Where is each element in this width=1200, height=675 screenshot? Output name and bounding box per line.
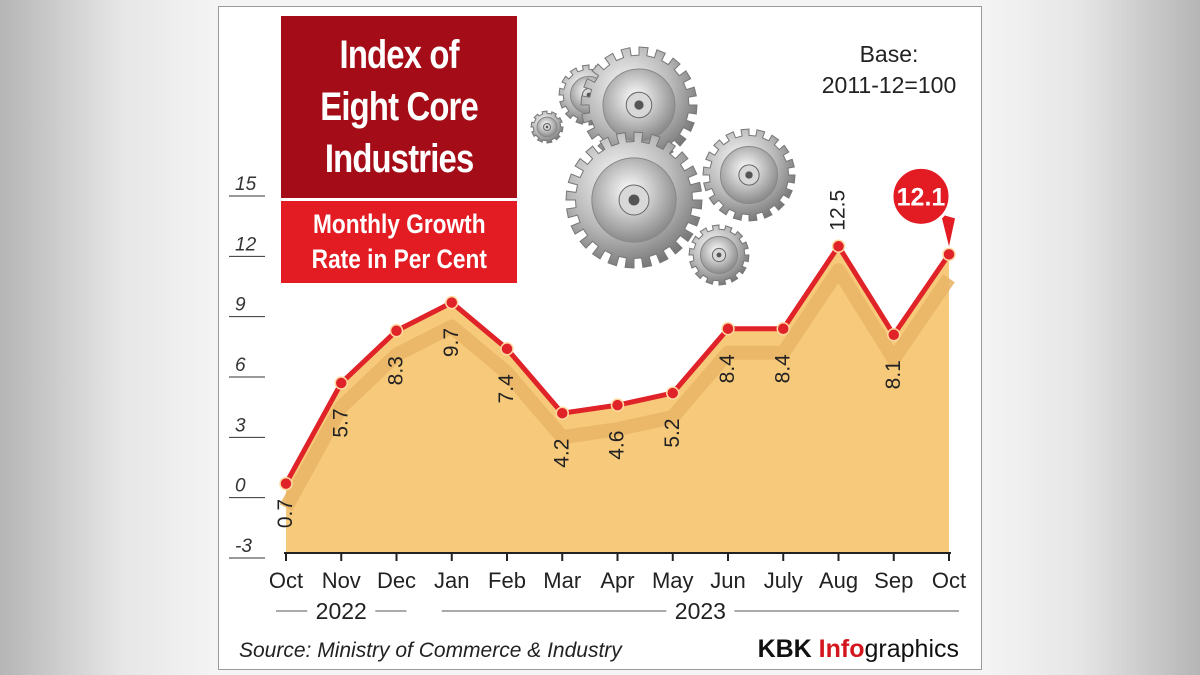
x-tick-label: Mar [543, 568, 581, 593]
gears-icon [530, 46, 796, 286]
gear-shape [688, 224, 750, 286]
source-note: Source: Ministry of Commerce & Industry [239, 639, 622, 662]
data-label: 4.6 [606, 431, 629, 460]
y-tick-label: 12 [235, 234, 257, 255]
y-tick-label: -3 [235, 536, 252, 557]
x-tick-label: Jan [434, 568, 469, 593]
gear-shape [530, 110, 564, 144]
data-label: 5.7 [329, 408, 352, 437]
growth-chart: 0.7 5.7 8.3 9.7 7.4 4.2 4.6 5.2 8.4 8.4 12.5 8.1 12.… [229, 165, 966, 624]
subtitle-box: Monthly Growth Rate in Per Cent [281, 201, 517, 283]
gear-shape [702, 128, 796, 222]
data-point [887, 328, 901, 342]
data-label: 12.5 [827, 190, 850, 231]
credit-rest: graphics [864, 635, 960, 663]
data-label: 7.4 [495, 374, 518, 404]
base-note: Base: 2011-12=100 [821, 41, 957, 98]
data-label: 4.2 [550, 439, 573, 468]
data-point [776, 321, 790, 336]
data-point [555, 406, 569, 420]
x-tick-label: Apr [600, 568, 634, 593]
data-label: 0.7 [274, 499, 297, 528]
x-tick-label: Aug [819, 568, 858, 593]
gear-shape [565, 131, 703, 269]
data-point [279, 476, 293, 491]
data-label: 8.3 [385, 356, 408, 385]
chart-subtitle: Monthly Growth Rate in Per Cent [311, 209, 487, 274]
x-tick-label: Sep [874, 568, 913, 593]
area-shadow [279, 263, 955, 511]
infographic-card: 0.7 5.7 8.3 9.7 7.4 4.2 4.6 5.2 8.4 8.4 12.5 8.1 12.… [218, 6, 982, 670]
x-tick-label: Oct [932, 568, 966, 593]
data-point [610, 398, 625, 412]
data-point [445, 295, 459, 310]
data-label: 8.4 [771, 354, 794, 384]
data-label: 8.1 [882, 360, 905, 389]
y-tick-label: 15 [235, 174, 257, 195]
x-tick-label: Nov [322, 568, 361, 593]
x-tick-label: Oct [269, 568, 303, 593]
y-tick-label: 6 [235, 355, 246, 376]
y-tick-label: 9 [235, 295, 246, 316]
x-tick-label: Feb [488, 568, 526, 593]
y-tick-label: 3 [235, 415, 246, 436]
x-tick-label: May [652, 568, 694, 593]
chart-title: Index of Eight Core Industries [320, 33, 478, 181]
data-point [721, 321, 735, 336]
data-point [500, 342, 514, 356]
y-tick-label: 0 [235, 476, 246, 497]
highlight-label: 12.1 [897, 183, 946, 211]
data-label: 5.2 [661, 418, 684, 447]
highlight-bubble [890, 165, 952, 227]
year-label: 2022 [316, 598, 367, 624]
credit-brand: KBK [757, 635, 819, 663]
gear-shape [580, 46, 698, 164]
data-point [334, 376, 348, 390]
data-point [831, 239, 846, 254]
highlight-pointer [941, 214, 955, 247]
year-label: 2023 [675, 598, 726, 624]
title-box: Index of Eight Core Industries [281, 16, 517, 198]
credit-logo: KBK Infographics [758, 635, 959, 664]
data-label: 8.4 [716, 354, 739, 384]
x-tick-label: Dec [377, 568, 416, 593]
credit-accent: Info [818, 635, 865, 663]
data-point [389, 323, 404, 338]
x-tick-label: Jun [710, 568, 745, 593]
data-point [666, 386, 680, 400]
x-tick-label: July [764, 568, 803, 593]
data-point [942, 247, 956, 262]
data-label: 9.7 [440, 328, 463, 357]
